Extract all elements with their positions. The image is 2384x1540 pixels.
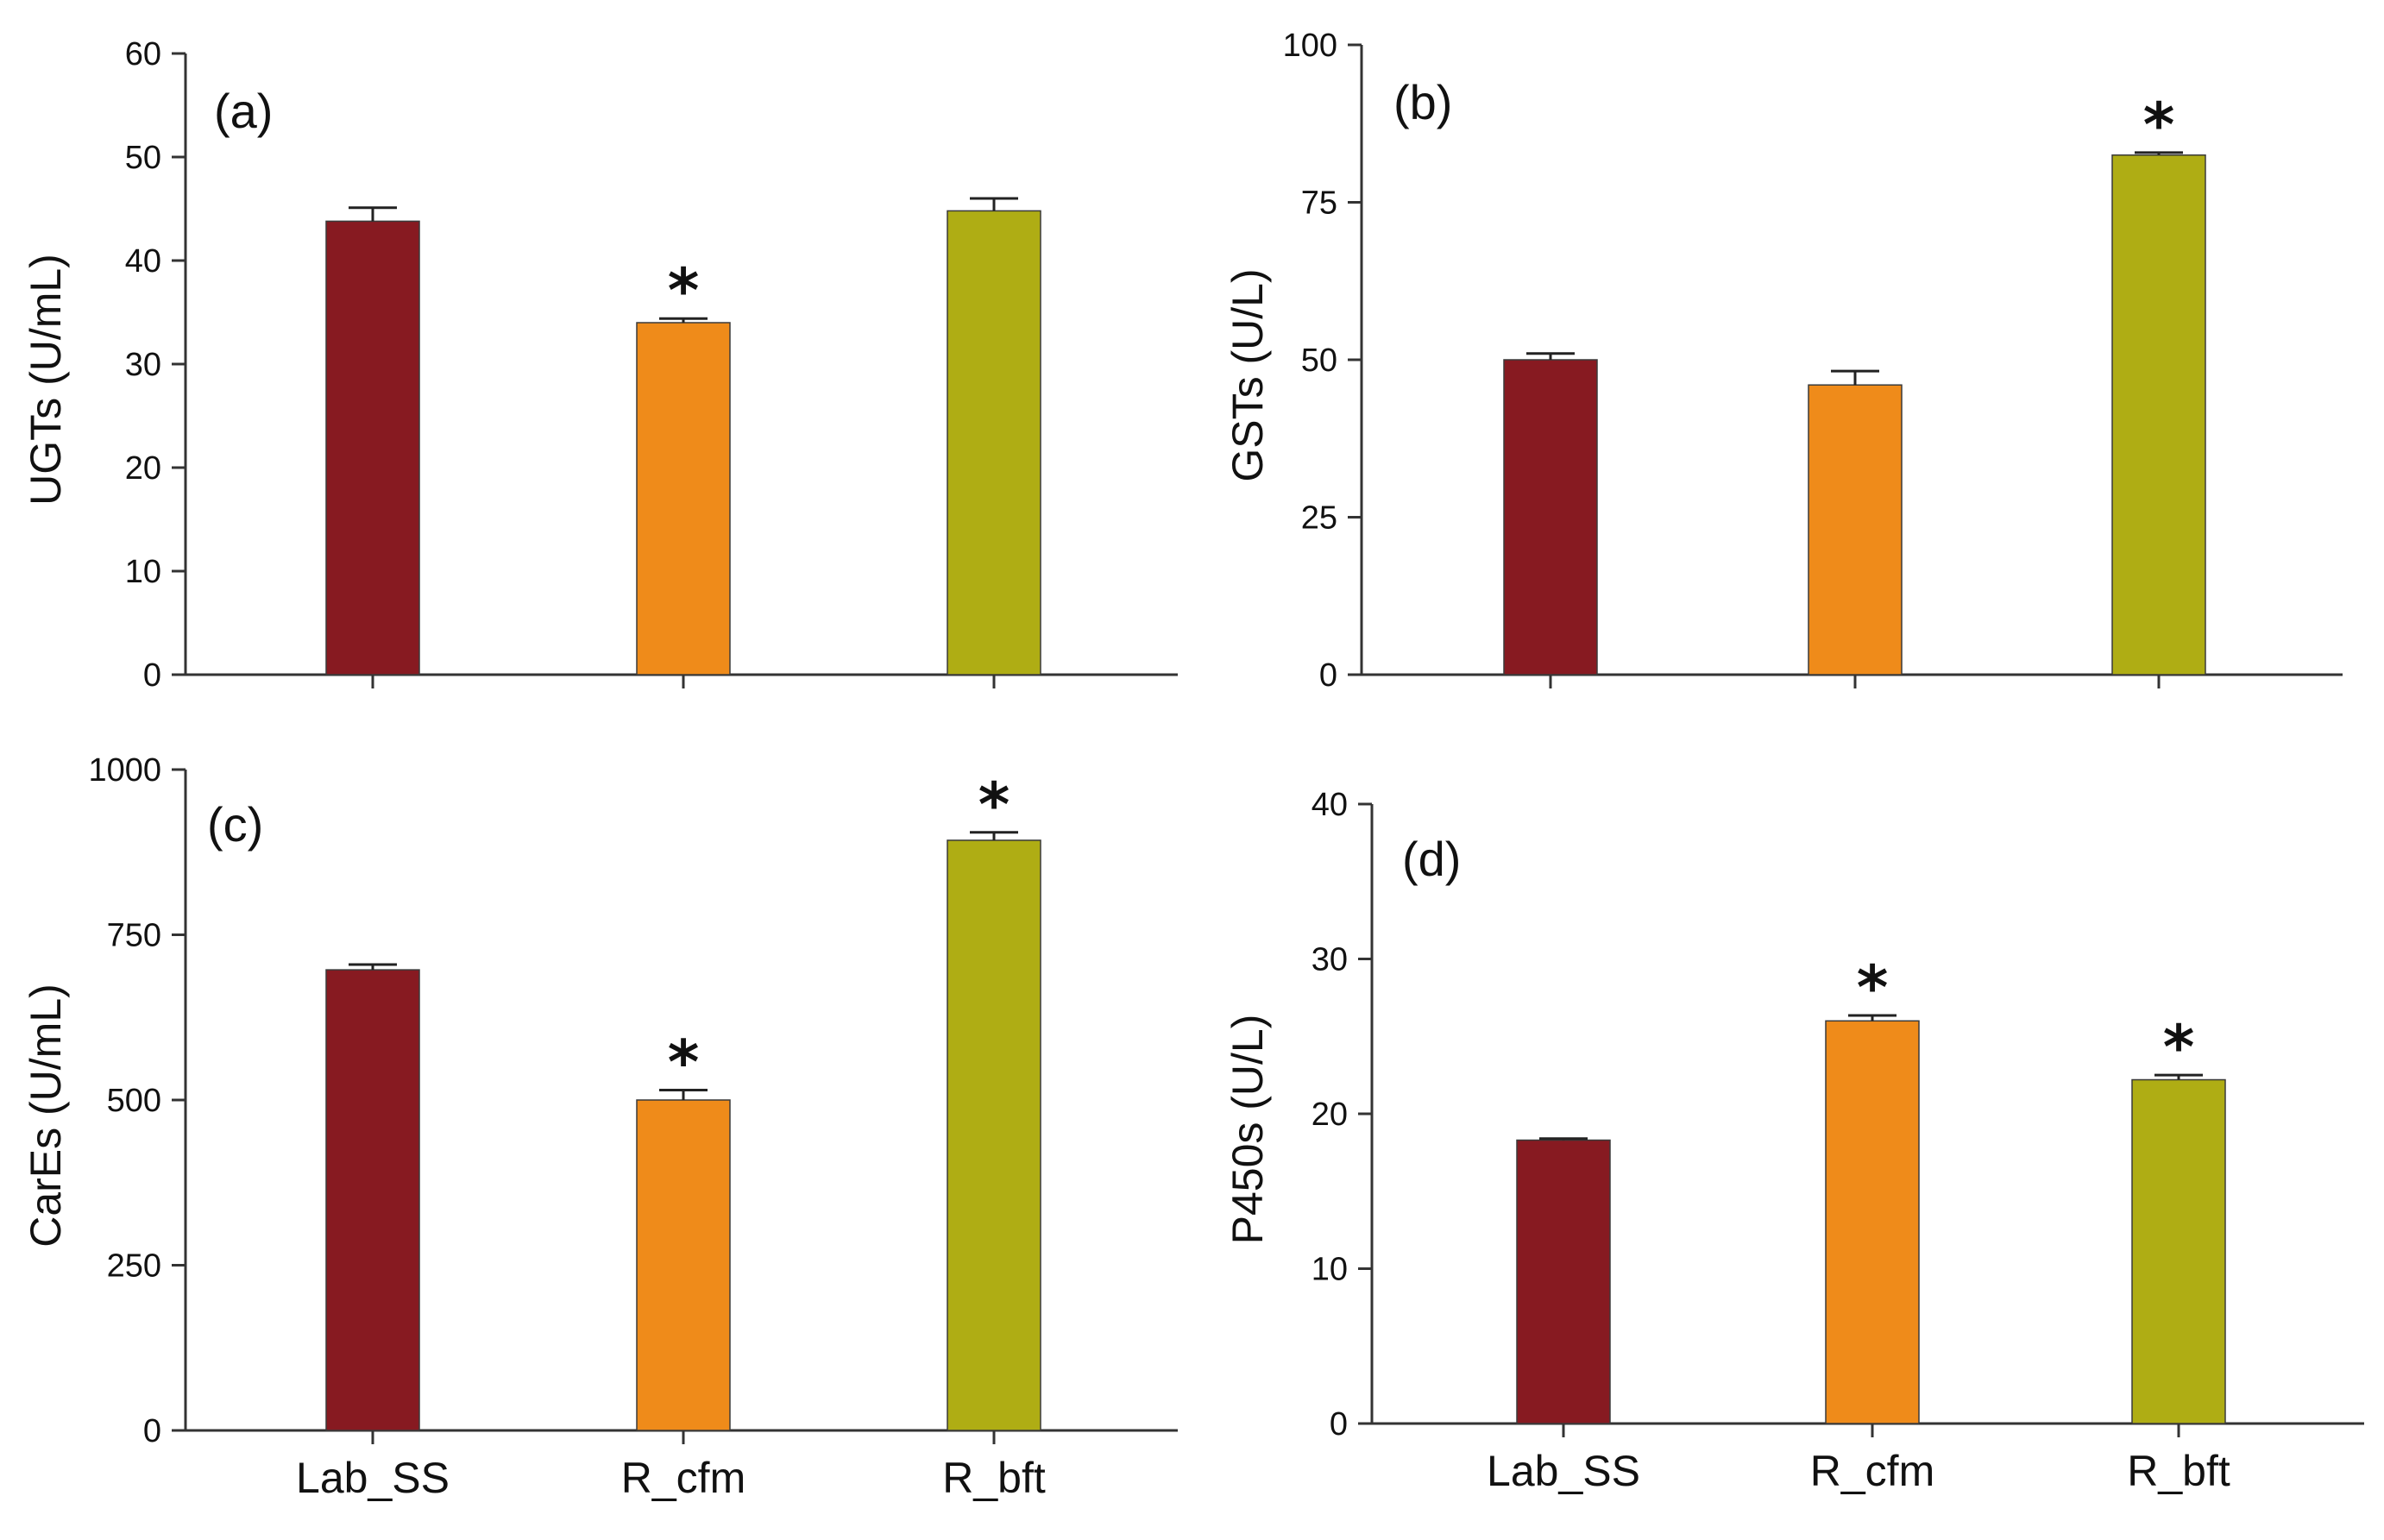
significance-star: * bbox=[668, 255, 700, 326]
bar-R_cfm bbox=[1825, 1020, 1920, 1424]
y-tick-label: 10 bbox=[1312, 1252, 1348, 1288]
chart-panel-d: 0 10 20 30 40 P450s (U/L) (d) Lab_SS * R_cfm * R_bf… bbox=[1223, 787, 2364, 1495]
y-tick-label: 100 bbox=[1283, 28, 1337, 64]
y-tick-label: 40 bbox=[1312, 787, 1348, 823]
y-tick-label: 60 bbox=[125, 36, 161, 72]
bar-Lab_SS bbox=[325, 969, 420, 1431]
x-category-label: Lab_SS bbox=[296, 1454, 450, 1502]
y-tick-label: 75 bbox=[1301, 185, 1337, 222]
y-tick-label: 0 bbox=[1319, 657, 1337, 694]
y-tick-label: 500 bbox=[107, 1083, 161, 1119]
y-tick-label: 10 bbox=[125, 554, 161, 590]
x-category-label: R_bft bbox=[2127, 1447, 2230, 1495]
y-axis-title: GSTs (U/L) bbox=[1223, 268, 1272, 481]
bar-R_cfm bbox=[1808, 384, 1903, 676]
y-tick-label: 25 bbox=[1301, 500, 1337, 537]
y-tick-label: 40 bbox=[125, 243, 161, 280]
bar-Lab_SS bbox=[325, 220, 420, 676]
significance-star: * bbox=[2163, 1012, 2195, 1083]
panel-label: (c) bbox=[207, 797, 263, 852]
y-tick-label: 250 bbox=[107, 1248, 161, 1285]
y-tick-label: 30 bbox=[1312, 942, 1348, 978]
panel-label: (a) bbox=[214, 84, 273, 138]
significance-star: * bbox=[668, 1028, 700, 1098]
x-category-label: R_bft bbox=[942, 1454, 1046, 1502]
y-tick-label: 0 bbox=[1330, 1406, 1348, 1443]
x-category-label: R_cfm bbox=[1810, 1447, 1934, 1495]
significance-star: * bbox=[978, 770, 1010, 840]
y-tick-label: 750 bbox=[107, 918, 161, 954]
y-axis-title: P450s (U/L) bbox=[1223, 1015, 1272, 1245]
y-tick-label: 1000 bbox=[88, 752, 161, 789]
panel-label: (b) bbox=[1393, 75, 1452, 129]
significance-star: * bbox=[2143, 90, 2175, 160]
y-tick-label: 0 bbox=[143, 1413, 161, 1449]
chart-panel-c: 0 250 500 750 1000 CarEs (U/mL) (c) Lab_SS * R_cf… bbox=[22, 752, 1178, 1502]
bar-R_bft bbox=[2111, 154, 2206, 676]
bar-Lab_SS bbox=[1503, 359, 1598, 676]
y-tick-label: 0 bbox=[143, 657, 161, 694]
y-axis-title: CarEs (U/mL) bbox=[22, 984, 70, 1248]
y-tick-label: 30 bbox=[125, 347, 161, 383]
bar-R_bft bbox=[947, 210, 1041, 676]
bar-R_cfm bbox=[636, 322, 731, 676]
x-category-label: R_cfm bbox=[621, 1454, 745, 1502]
significance-star: * bbox=[1857, 952, 1889, 1023]
bar-R_cfm bbox=[636, 1099, 731, 1431]
x-category-label: Lab_SS bbox=[1487, 1447, 1640, 1495]
y-tick-label: 50 bbox=[125, 140, 161, 176]
chart-panel-b: 0 25 50 75 100 GSTs (U/L) (b) * bbox=[1223, 28, 2343, 694]
y-tick-label: 50 bbox=[1301, 343, 1337, 379]
bar-R_bft bbox=[2131, 1078, 2226, 1424]
chart-panel-a: 0 10 20 30 40 50 60 UGTs (U/mL) (a) * bbox=[22, 36, 1178, 694]
panel-label: (d) bbox=[1402, 832, 1461, 886]
bar-R_bft bbox=[947, 839, 1041, 1431]
bar-Lab_SS bbox=[1516, 1139, 1611, 1424]
y-axis-title: UGTs (U/mL) bbox=[22, 254, 70, 506]
y-tick-label: 20 bbox=[1312, 1097, 1348, 1133]
y-tick-label: 20 bbox=[125, 450, 161, 487]
